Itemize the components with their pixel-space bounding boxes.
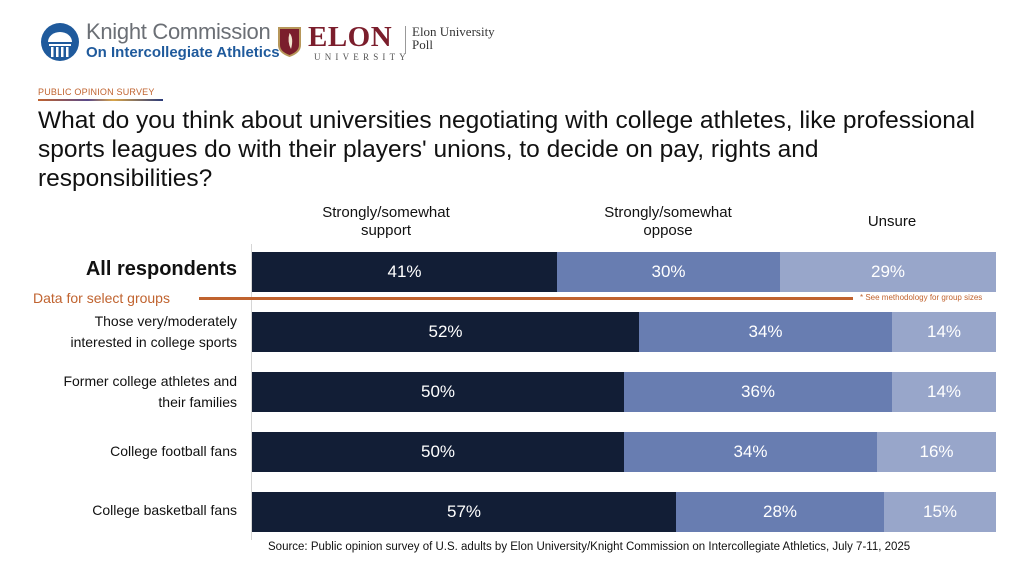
knight-commission-title: Knight Commission — [86, 19, 271, 44]
bar-segment-oppose: 34% — [639, 312, 892, 352]
category-axis-line — [251, 244, 252, 540]
methodology-note: * See methodology for group sizes — [860, 293, 983, 302]
elon-shield-icon — [278, 27, 301, 57]
bar-segment-support: 50% — [252, 432, 624, 472]
bar-segment-oppose: 34% — [624, 432, 877, 472]
legend-unsure-line1: Unsure — [867, 213, 917, 230]
row-label-line: Former college athletes and — [63, 373, 237, 389]
source-note: Source: Public opinion survey of U.S. ad… — [268, 541, 911, 553]
bar-segment-support: 41% — [252, 252, 557, 292]
bar-segment-unsure: 29% — [780, 252, 996, 292]
bar-value-label: 34% — [748, 322, 783, 341]
row-label-line: College football fans — [110, 443, 237, 459]
bar-value-label: 50% — [420, 442, 456, 461]
row-label-line: their families — [158, 394, 237, 410]
elon-university-wordmark: UNIVERSITY — [314, 52, 410, 62]
row-label-line: Those very/moderately — [94, 313, 237, 329]
select-groups-divider — [199, 297, 853, 300]
bar-segment-support: 50% — [252, 372, 624, 412]
bar-value-label: 16% — [919, 442, 954, 461]
row-label-former-athletes: Former college athletes and their famili… — [63, 371, 237, 413]
bar-value-label: 28% — [762, 502, 798, 521]
bar-value-label: 30% — [651, 262, 686, 281]
chart-title: What do you think about universities neg… — [38, 107, 975, 192]
legend-support: Strongly/somewhat support — [306, 204, 466, 240]
bar-segment-unsure: 14% — [892, 372, 996, 412]
bar-value-label: 57% — [446, 502, 482, 521]
bar-value-label: 15% — [922, 502, 958, 521]
bar-segment-unsure: 16% — [877, 432, 996, 472]
legend-unsure: Unsure — [832, 213, 952, 231]
bar-value-label: 29% — [870, 262, 906, 281]
elon-wordmark: ELON — [308, 21, 393, 53]
row-label-line: College basketball fans — [92, 502, 237, 518]
bar-segment-unsure: 15% — [884, 492, 996, 532]
logo-divider — [405, 26, 406, 54]
select-groups-label: Data for select groups — [33, 290, 170, 306]
elon-poll-line2: Poll — [412, 37, 433, 52]
elon-poll-line1: Elon University — [412, 24, 495, 39]
knight-commission-logo-icon — [41, 23, 79, 61]
knight-commission-subtitle: On Intercollegiate Athletics — [86, 44, 280, 61]
bar-segment-oppose: 28% — [676, 492, 884, 532]
bar-value-label: 14% — [926, 322, 962, 341]
bar-value-label: 34% — [733, 442, 768, 461]
bar-value-label: 50% — [420, 382, 456, 401]
bar-segment-support: 52% — [252, 312, 639, 352]
bar-value-label: 52% — [428, 322, 463, 341]
bar-segment-oppose: 30% — [557, 252, 780, 292]
survey-tag: PUBLIC OPINION SURVEY — [38, 87, 155, 97]
row-label-basketball-fans: College basketball fans — [92, 500, 237, 521]
legend-oppose-line1: Strongly/somewhat — [604, 204, 732, 221]
bar-segment-unsure: 14% — [892, 312, 996, 352]
row-label-interested: Those very/moderately interested in coll… — [70, 311, 237, 353]
row-label-line: interested in college sports — [70, 334, 237, 350]
legend-support-line2: support — [360, 222, 412, 239]
legend-oppose: Strongly/somewhat oppose — [588, 204, 748, 240]
bar-segment-oppose: 36% — [624, 372, 892, 412]
row-label-all-respondents: All respondents — [85, 258, 237, 280]
survey-tag-underline — [38, 99, 163, 101]
bar-segment-support: 57% — [252, 492, 676, 532]
row-label-football-fans: College football fans — [110, 441, 237, 462]
bar-value-label: 41% — [387, 262, 422, 281]
bar-value-label: 14% — [926, 382, 962, 401]
legend-oppose-line2: oppose — [643, 222, 693, 239]
elon-poll-label: Elon University Poll — [412, 25, 495, 51]
bar-value-label: 36% — [740, 382, 776, 401]
legend-support-line1: Strongly/somewhat — [322, 204, 450, 221]
